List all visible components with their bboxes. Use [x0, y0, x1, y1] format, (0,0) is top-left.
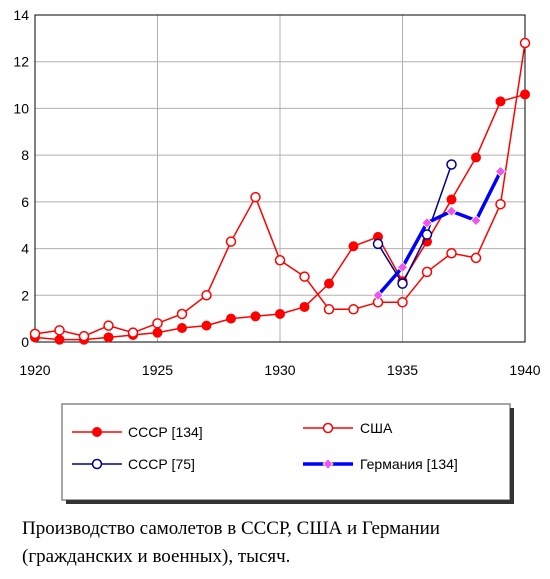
y-tick-label: 12 — [13, 54, 29, 70]
chart: 0 2 4 6 8 10 12 14 1920 1925 1930 1935 1940 СССР [13… — [13, 7, 541, 504]
data-point — [396, 261, 409, 273]
legend-marker-ussr-75 — [91, 458, 103, 470]
data-point — [495, 198, 506, 210]
data-point — [372, 289, 384, 301]
x-tick-label: 1940 — [509, 362, 540, 378]
legend: СССР [134] США СССР [75] Германия [134] — [61, 403, 514, 504]
plot-area-frame — [34, 14, 526, 343]
caption-line-1: Производство самолетов в СССР, США и Гер… — [22, 518, 440, 539]
chart-caption: Производство самолетов в СССР, США и Гер… — [22, 515, 542, 571]
data-point — [299, 301, 310, 312]
x-tick-label: 1935 — [387, 362, 418, 378]
data-point — [103, 320, 114, 331]
data-point — [177, 322, 187, 333]
data-point — [446, 194, 457, 205]
data-point — [54, 325, 65, 336]
data-point — [152, 318, 163, 329]
data-point — [250, 311, 261, 322]
grid — [35, 15, 525, 342]
legend-shadow-bottom — [66, 500, 514, 504]
data-point — [225, 236, 237, 247]
data-point — [372, 238, 384, 250]
data-point — [495, 96, 506, 107]
series-lines — [29, 37, 531, 345]
data-point — [274, 255, 286, 266]
legend-label-ussr-134: СССР [134] — [128, 424, 203, 440]
legend-label-germany-134: Германия [134] — [360, 456, 458, 472]
x-tick-label: 1930 — [264, 362, 295, 378]
data-point — [445, 205, 458, 217]
data-point — [324, 278, 334, 289]
series-line-ссср-75 — [377, 164, 453, 285]
data-point — [152, 327, 163, 338]
data-point — [446, 159, 457, 170]
legend-item-ussr-75: СССР [75] — [72, 456, 195, 472]
y-tick-label: 4 — [21, 241, 29, 257]
axis-ticks: 0 2 4 6 8 10 12 14 1920 1925 1930 1935 1940 — [13, 7, 540, 378]
data-point — [250, 191, 261, 203]
legend-label-usa: США — [360, 420, 393, 436]
y-tick-label: 8 — [21, 147, 29, 163]
data-point — [299, 271, 310, 282]
legend-shadow-right — [510, 408, 514, 504]
legend-item-usa: США — [303, 420, 393, 436]
data-point — [348, 241, 359, 252]
data-point — [275, 308, 285, 319]
legend-item-germany-134: Германия [134] — [303, 456, 458, 472]
legend-box — [61, 403, 511, 501]
data-point — [127, 327, 139, 338]
data-point — [421, 266, 433, 278]
data-point — [78, 330, 90, 342]
legend-marker-usa — [322, 422, 334, 434]
data-point — [519, 37, 531, 49]
legend-item-ussr-134: СССР [134] — [72, 424, 203, 440]
data-point — [29, 328, 41, 340]
data-point — [520, 89, 530, 100]
data-point — [323, 304, 335, 315]
caption-line-2: (гражданских и военных), тысяч. — [22, 546, 291, 567]
data-point — [470, 214, 482, 227]
data-point — [397, 297, 408, 308]
data-point — [176, 308, 188, 320]
data-point — [348, 304, 359, 315]
y-tick-label: 10 — [13, 100, 29, 116]
data-point — [54, 334, 65, 345]
y-tick-label: 6 — [21, 194, 29, 210]
data-point — [103, 332, 114, 343]
data-point — [494, 165, 507, 178]
x-tick-label: 1920 — [19, 362, 50, 378]
data-point — [446, 247, 457, 259]
data-point — [201, 290, 212, 301]
y-tick-label: 0 — [21, 334, 29, 350]
y-tick-label: 2 — [21, 287, 29, 303]
data-point — [471, 152, 481, 163]
x-tick-label: 1925 — [142, 362, 173, 378]
data-point — [226, 313, 236, 324]
legend-marker-ussr-134 — [92, 427, 102, 437]
legend-label-ussr-75: СССР [75] — [128, 456, 195, 472]
data-point — [470, 252, 482, 264]
data-point — [397, 278, 408, 289]
legend-marker-germany-134 — [322, 458, 334, 470]
y-tick-label: 14 — [13, 7, 29, 23]
data-point — [201, 320, 212, 331]
data-point — [421, 217, 433, 229]
series-line-германия-134 — [376, 170, 503, 297]
